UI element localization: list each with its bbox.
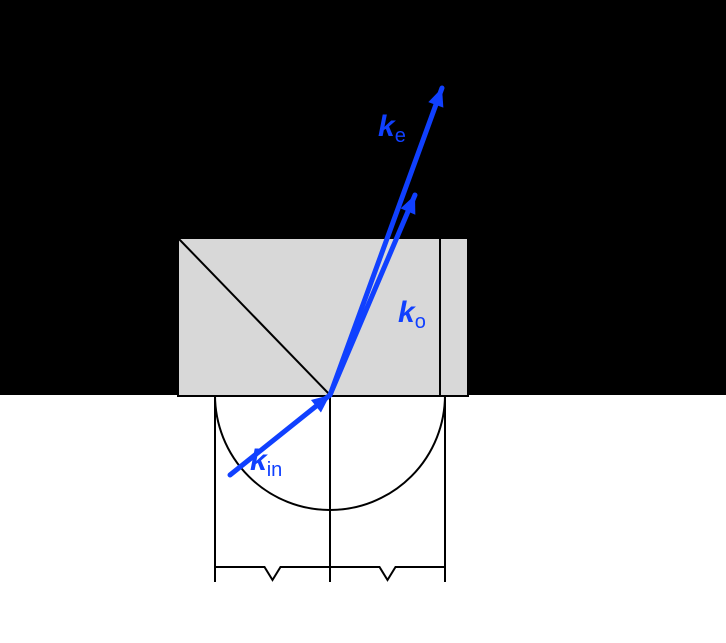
lower-region [0,395,726,643]
